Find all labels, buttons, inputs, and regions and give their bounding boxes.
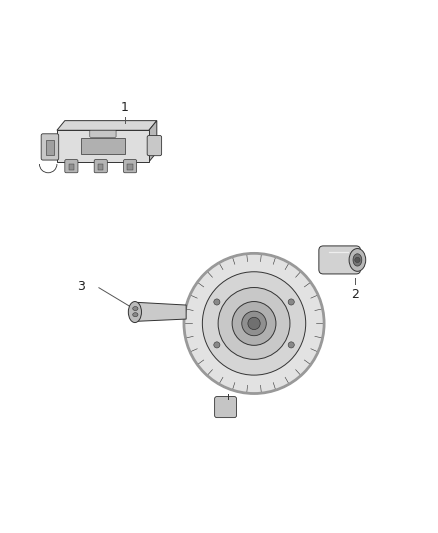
Bar: [127, 165, 133, 169]
Ellipse shape: [349, 248, 366, 271]
Circle shape: [232, 302, 276, 345]
Ellipse shape: [133, 313, 138, 317]
Circle shape: [242, 311, 266, 336]
FancyBboxPatch shape: [124, 159, 137, 173]
FancyBboxPatch shape: [41, 134, 59, 160]
Bar: [69, 165, 74, 169]
Bar: [46, 140, 54, 155]
Circle shape: [288, 342, 294, 348]
FancyBboxPatch shape: [147, 135, 162, 156]
Circle shape: [214, 299, 220, 305]
Polygon shape: [57, 120, 157, 130]
Bar: [81, 138, 125, 155]
Bar: [98, 165, 103, 169]
Ellipse shape: [128, 302, 141, 322]
FancyBboxPatch shape: [215, 397, 237, 418]
Bar: [57, 130, 149, 162]
FancyBboxPatch shape: [319, 246, 360, 274]
Circle shape: [355, 257, 360, 263]
Ellipse shape: [353, 254, 362, 266]
Text: 1: 1: [121, 101, 129, 114]
FancyBboxPatch shape: [94, 159, 107, 173]
Circle shape: [214, 342, 220, 348]
Circle shape: [202, 272, 306, 375]
Polygon shape: [138, 302, 186, 321]
Text: 3: 3: [78, 280, 85, 293]
Polygon shape: [149, 120, 157, 162]
Text: 2: 2: [351, 287, 359, 301]
Ellipse shape: [133, 306, 138, 311]
FancyBboxPatch shape: [65, 159, 78, 173]
Circle shape: [184, 253, 324, 393]
Circle shape: [288, 299, 294, 305]
Circle shape: [218, 287, 290, 359]
FancyBboxPatch shape: [90, 130, 116, 138]
Circle shape: [248, 317, 260, 329]
